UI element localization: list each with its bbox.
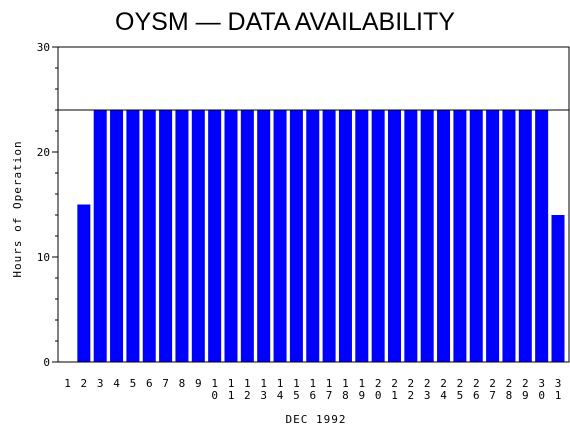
bar-dec-13 (257, 110, 271, 362)
x-tick-label: 9 (195, 377, 202, 390)
bar-dec-11 (224, 110, 238, 362)
bar-dec-2 (77, 204, 91, 362)
x-tick-label: 5 (130, 377, 137, 390)
plot-frame (57, 46, 570, 363)
bar-dec-24 (437, 110, 451, 362)
bar-dec-8 (175, 110, 189, 362)
bar-dec-7 (159, 110, 173, 362)
bar-dec-27 (486, 110, 500, 362)
x-tick-label: 4 (113, 377, 120, 390)
bar-dec-29 (518, 110, 532, 362)
bar-dec-18 (338, 110, 352, 362)
x-tick-label: 1 (64, 377, 71, 390)
bar-dec-20 (371, 110, 385, 362)
bar-dec-14 (273, 110, 287, 362)
y-tick-label: 30 (37, 41, 50, 54)
bar-dec-25 (453, 110, 467, 362)
y-tick-label: 20 (37, 146, 50, 159)
x-tick-label: 2 (81, 377, 88, 390)
bar-dec-26 (469, 110, 483, 362)
bar-dec-23 (420, 110, 434, 362)
x-tick-label: 8 (179, 377, 186, 390)
bar-dec-17 (322, 110, 336, 362)
bar-dec-6 (142, 110, 156, 362)
bar-dec-10 (208, 110, 222, 362)
bar-dec-16 (306, 110, 320, 362)
bar-dec-22 (404, 110, 418, 362)
bar-dec-15 (289, 110, 303, 362)
bar-dec-19 (355, 110, 369, 362)
y-tick-label: 0 (43, 356, 50, 369)
chart-title: OYSM — DATA AVAILABILITY (115, 8, 455, 36)
x-axis-label: DEC 1992 (286, 413, 347, 426)
bar-dec-31 (551, 215, 565, 362)
bar-dec-21 (388, 110, 401, 362)
bar-dec-30 (535, 110, 549, 362)
bar-dec-28 (502, 110, 516, 362)
bar-dec-12 (240, 110, 254, 362)
y-axis-label: Hours of Operation (11, 140, 24, 277)
x-tick-label: 3 (97, 377, 104, 390)
x-tick-label: 7 (162, 377, 169, 390)
y-tick-label: 10 (37, 251, 50, 264)
bar-dec-5 (126, 110, 140, 362)
bar-dec-3 (93, 110, 107, 362)
x-tick-label: 6 (146, 377, 153, 390)
bar-dec-4 (110, 110, 124, 362)
bar-dec-9 (191, 110, 205, 362)
